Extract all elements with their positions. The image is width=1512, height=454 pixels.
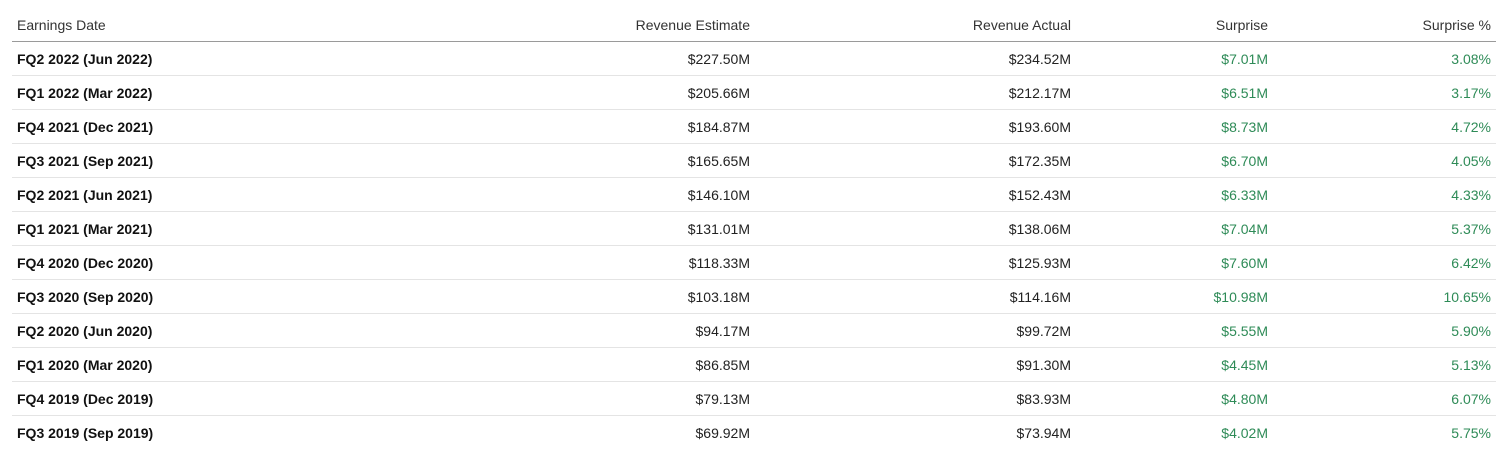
revenue-estimate-cell: $94.17M <box>312 313 755 348</box>
surprise-cell: $4.80M <box>1076 381 1273 416</box>
revenue-estimate-cell: $131.01M <box>312 211 755 246</box>
earnings-date-cell: FQ1 2021 (Mar 2021) <box>12 211 312 246</box>
earnings-date-cell: FQ4 2021 (Dec 2021) <box>12 109 312 144</box>
surprise-cell: $7.60M <box>1076 245 1273 280</box>
earnings-date-cell: FQ2 2021 (Jun 2021) <box>12 177 312 212</box>
revenue-estimate-cell: $86.85M <box>312 347 755 382</box>
surprise-percent-cell: 3.17% <box>1273 75 1496 110</box>
table-row: FQ4 2019 (Dec 2019) $79.13M $83.93M $4.8… <box>12 381 1496 416</box>
table-row: FQ1 2022 (Mar 2022) $205.66M $212.17M $6… <box>12 75 1496 110</box>
table-row: FQ4 2020 (Dec 2020) $118.33M $125.93M $7… <box>12 245 1496 280</box>
revenue-actual-cell: $83.93M <box>755 381 1076 416</box>
revenue-actual-cell: $193.60M <box>755 109 1076 144</box>
surprise-percent-cell: 6.07% <box>1273 381 1496 416</box>
surprise-percent-cell: 5.13% <box>1273 347 1496 382</box>
header-surprise-percent[interactable]: Surprise % <box>1273 8 1496 42</box>
revenue-actual-cell: $212.17M <box>755 75 1076 110</box>
surprise-cell: $7.01M <box>1076 41 1273 76</box>
table-row: FQ4 2021 (Dec 2021) $184.87M $193.60M $8… <box>12 109 1496 144</box>
surprise-cell: $6.51M <box>1076 75 1273 110</box>
revenue-actual-cell: $73.94M <box>1016 424 1071 441</box>
table-header: Earnings Date Revenue Estimate Revenue A… <box>12 8 1496 42</box>
surprise-percent-cell: 6.42% <box>1273 245 1496 280</box>
earnings-date-cell: FQ1 2022 (Mar 2022) <box>12 75 312 110</box>
earnings-date-cell: FQ4 2019 (Dec 2019) <box>12 381 312 416</box>
revenue-estimate-cell: $205.66M <box>312 75 755 110</box>
earnings-date-cell: FQ1 2020 (Mar 2020) <box>12 347 312 382</box>
revenue-estimate-cell: $79.13M <box>312 381 755 416</box>
revenue-estimate-cell: $184.87M <box>312 109 755 144</box>
header-revenue-estimate[interactable]: Revenue Estimate <box>312 8 755 42</box>
earnings-date-cell: FQ2 2020 (Jun 2020) <box>12 313 312 348</box>
table-row: FQ2 2022 (Jun 2022) $227.50M $234.52M $7… <box>12 41 1496 76</box>
earnings-date-cell: FQ3 2019 (Sep 2019) <box>17 424 154 441</box>
revenue-actual-cell: $172.35M <box>755 143 1076 178</box>
table-row: FQ2 2020 (Jun 2020) $94.17M $99.72M $5.5… <box>12 313 1496 348</box>
table-row: FQ3 2019 (Sep 2019) $69.92M $73.94M $4.0… <box>12 416 1496 450</box>
table-body: FQ2 2022 (Jun 2022) $227.50M $234.52M $7… <box>12 41 1496 450</box>
earnings-date-cell: FQ4 2020 (Dec 2020) <box>12 245 312 280</box>
header-row: Earnings Date Revenue Estimate Revenue A… <box>12 8 1496 42</box>
revenue-actual-cell: $138.06M <box>755 211 1076 246</box>
earnings-table-container: Earnings Date Revenue Estimate Revenue A… <box>12 8 1496 449</box>
table-row: FQ1 2021 (Mar 2021) $131.01M $138.06M $7… <box>12 211 1496 246</box>
table-row: FQ3 2021 (Sep 2021) $165.65M $172.35M $6… <box>12 143 1496 178</box>
revenue-earnings-table: Earnings Date Revenue Estimate Revenue A… <box>12 8 1496 449</box>
header-surprise[interactable]: Surprise <box>1076 8 1273 42</box>
surprise-cell: $5.55M <box>1076 313 1273 348</box>
table-row: FQ1 2020 (Mar 2020) $86.85M $91.30M $4.4… <box>12 347 1496 382</box>
surprise-percent-cell: 4.05% <box>1273 143 1496 178</box>
surprise-cell: $7.04M <box>1076 211 1273 246</box>
surprise-cell: $6.33M <box>1076 177 1273 212</box>
surprise-percent-cell: 3.08% <box>1273 41 1496 76</box>
surprise-percent-cell: 4.33% <box>1273 177 1496 212</box>
surprise-percent-cell: 5.37% <box>1273 211 1496 246</box>
earnings-date-cell: FQ3 2021 (Sep 2021) <box>12 143 312 178</box>
revenue-estimate-cell: $146.10M <box>312 177 755 212</box>
earnings-date-cell: FQ3 2020 (Sep 2020) <box>12 279 312 314</box>
surprise-percent-cell: 5.90% <box>1273 313 1496 348</box>
earnings-date-cell: FQ2 2022 (Jun 2022) <box>12 41 312 76</box>
revenue-estimate-cell: $69.92M <box>695 424 750 441</box>
surprise-cell: $4.45M <box>1076 347 1273 382</box>
table-row: FQ2 2021 (Jun 2021) $146.10M $152.43M $6… <box>12 177 1496 212</box>
revenue-actual-cell: $114.16M <box>755 279 1076 314</box>
header-revenue-actual[interactable]: Revenue Actual <box>755 8 1076 42</box>
revenue-actual-cell: $234.52M <box>755 41 1076 76</box>
surprise-cell: $8.73M <box>1076 109 1273 144</box>
surprise-cell: $4.02M <box>1221 424 1268 441</box>
table-row: FQ3 2020 (Sep 2020) $103.18M $114.16M $1… <box>12 279 1496 314</box>
revenue-estimate-cell: $118.33M <box>312 245 755 280</box>
surprise-cell: $6.70M <box>1076 143 1273 178</box>
revenue-estimate-cell: $227.50M <box>312 41 755 76</box>
header-earnings-date[interactable]: Earnings Date <box>12 8 312 42</box>
revenue-actual-cell: $125.93M <box>755 245 1076 280</box>
revenue-actual-cell: $99.72M <box>755 313 1076 348</box>
revenue-actual-cell: $152.43M <box>755 177 1076 212</box>
revenue-actual-cell: $91.30M <box>755 347 1076 382</box>
surprise-percent-cell: 4.72% <box>1273 109 1496 144</box>
revenue-estimate-cell: $165.65M <box>312 143 755 178</box>
revenue-estimate-cell: $103.18M <box>312 279 755 314</box>
surprise-cell: $10.98M <box>1076 279 1273 314</box>
surprise-percent-cell: 5.75% <box>1451 424 1491 441</box>
surprise-percent-cell: 10.65% <box>1273 279 1496 314</box>
